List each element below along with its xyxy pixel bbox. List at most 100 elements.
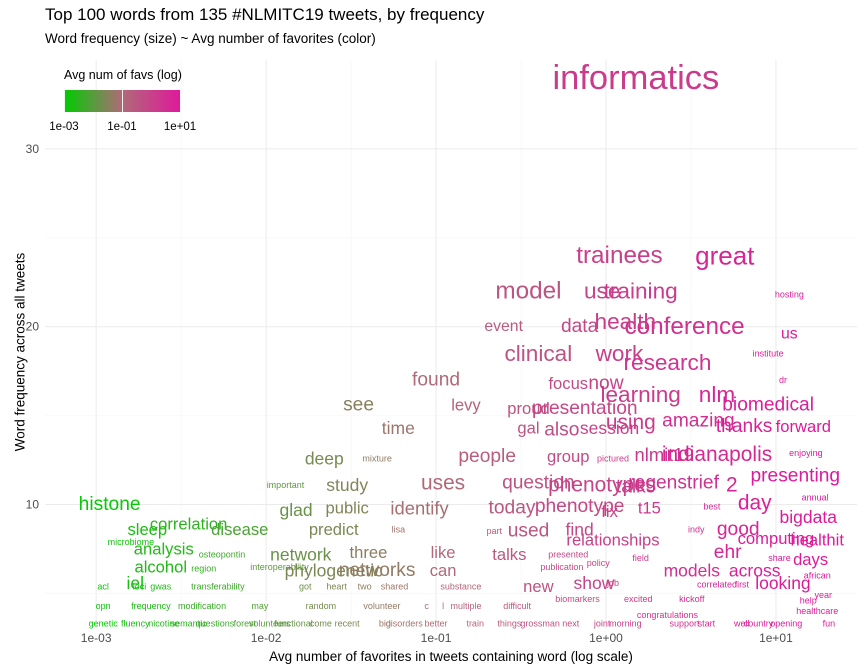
color-legend: Avg num of favs (log) 1e-03 1e-01 1e+01	[49, 68, 220, 133]
word-label: presented	[548, 549, 588, 559]
word-label: proud	[507, 399, 549, 418]
word-label: support	[670, 619, 701, 629]
word-label: group	[547, 447, 589, 466]
word-label: policy	[587, 558, 611, 568]
word-label: may	[251, 601, 269, 611]
y-tick-label: 10	[26, 498, 40, 512]
word-label: talk	[616, 476, 646, 497]
legend-title: Avg num of favs (log)	[64, 68, 182, 82]
word-label: part	[486, 526, 502, 536]
word-label: model	[495, 278, 561, 305]
word-label: identify	[390, 498, 449, 519]
legend-tick-label: 1e+01	[163, 121, 197, 133]
word-label: found	[412, 370, 460, 391]
word-label: train	[466, 619, 484, 629]
word-label: gwas	[150, 581, 172, 591]
x-tick-label: 1e-02	[251, 631, 282, 645]
word-label: ehr	[714, 542, 742, 563]
word-label: nlmit19	[635, 444, 694, 465]
word-label: frequency	[131, 601, 171, 611]
word-label: pictured	[597, 453, 629, 463]
word-label: can	[430, 561, 457, 580]
word-label: histone	[79, 494, 141, 515]
word-label: start	[698, 619, 716, 629]
word-label: forward	[776, 417, 831, 436]
x-tick-label: 1e-03	[81, 631, 112, 645]
word-label: question	[502, 473, 575, 494]
word-label: work	[595, 341, 644, 366]
word-label: semantic	[171, 619, 208, 629]
word-label: acl	[97, 581, 109, 591]
word-label: t15	[638, 499, 661, 518]
word-label: opening	[770, 619, 802, 629]
word-label: good	[717, 519, 760, 540]
word-label: hosting	[775, 290, 804, 300]
word-label: well	[733, 619, 750, 629]
word-label: morning	[609, 619, 642, 629]
word-label: research	[623, 350, 711, 375]
word-label: disorders	[386, 619, 424, 629]
word-label: annual	[802, 492, 829, 502]
word-label: new	[523, 577, 554, 596]
word-label: osteopontin	[199, 549, 246, 559]
word-label: computing	[738, 529, 815, 548]
word-label: glad	[279, 500, 312, 520]
word-label: thanks	[716, 416, 773, 437]
word-label: trainees	[576, 242, 662, 269]
word-label: joint	[593, 619, 611, 629]
word-label: time	[382, 418, 415, 438]
word-label: fluency	[121, 619, 150, 629]
word-label: phenotype	[535, 496, 625, 517]
word-label: day	[738, 491, 772, 514]
word-label: presenting	[750, 466, 840, 487]
word-label: find	[566, 519, 594, 539]
word-label: grossman	[520, 619, 560, 629]
word-label: iel	[127, 573, 145, 593]
word-label: models	[664, 560, 721, 580]
word-label: using	[606, 411, 656, 434]
word-label: first	[735, 580, 750, 590]
word-label: healthcare	[796, 606, 838, 616]
word-label: best	[703, 501, 721, 511]
word-label: dr	[779, 375, 787, 385]
word-label: opn	[96, 601, 111, 611]
word-label: country	[744, 619, 774, 629]
word-label: excited	[624, 594, 653, 604]
legend-tick	[122, 90, 123, 112]
word-label: important	[267, 480, 305, 490]
word-label: session	[580, 418, 639, 438]
word-label: random	[306, 601, 337, 611]
chart-subtitle: Word frequency (size) ~ Avg number of fa…	[45, 31, 376, 46]
word-label: next	[562, 619, 580, 629]
word-label: field	[632, 553, 649, 563]
word-label: recent	[335, 619, 361, 629]
word-label: us	[781, 325, 798, 342]
word-label: data	[561, 316, 599, 337]
word-label: l	[442, 601, 444, 611]
word-label: days	[793, 550, 828, 569]
word-label: see	[343, 394, 374, 415]
word-label: show	[574, 573, 615, 593]
word-label: job	[606, 578, 619, 588]
word-label: forest	[234, 619, 257, 629]
legend-tick	[180, 90, 181, 112]
word-label: congratulations	[637, 610, 699, 620]
word-label: questions	[196, 619, 235, 629]
word-label: come	[310, 619, 332, 629]
word-label: phylogenetic	[285, 560, 384, 580]
word-label: correlated	[697, 580, 737, 590]
word-label: regenstrief	[628, 473, 719, 494]
word-label: difficult	[503, 601, 531, 611]
word-label: predict	[309, 520, 359, 539]
word-label: biomedical	[722, 394, 814, 415]
word-label: kickoff	[679, 594, 705, 604]
word-label: better	[425, 619, 448, 629]
word-label: volunteers	[249, 619, 291, 629]
word-label: use	[584, 279, 620, 304]
word-label: like	[431, 543, 456, 562]
word-label: healthit	[790, 531, 844, 550]
word-label: mixture	[362, 453, 392, 463]
word-label: networks	[339, 560, 416, 581]
word-label: two	[358, 581, 372, 591]
